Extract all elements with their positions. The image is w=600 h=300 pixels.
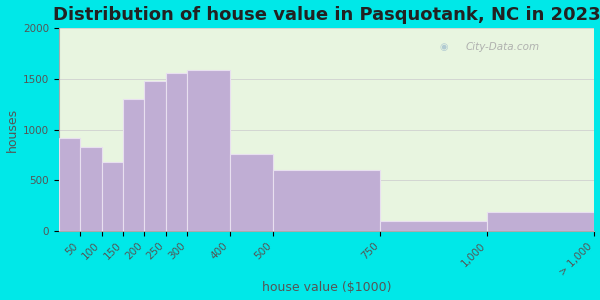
Bar xyxy=(80,147,101,231)
Bar xyxy=(230,154,273,231)
Bar xyxy=(145,81,166,231)
Bar xyxy=(101,162,123,231)
Bar xyxy=(380,221,487,231)
Bar xyxy=(273,170,380,231)
Bar xyxy=(166,73,187,231)
X-axis label: house value ($1000): house value ($1000) xyxy=(262,281,391,294)
Bar xyxy=(59,138,80,231)
Bar xyxy=(487,212,595,231)
Title: Distribution of house value in Pasquotank, NC in 2023: Distribution of house value in Pasquotan… xyxy=(53,6,600,24)
Bar xyxy=(187,70,230,231)
Bar xyxy=(123,99,145,231)
Y-axis label: houses: houses xyxy=(5,107,19,152)
Text: ◉: ◉ xyxy=(439,42,448,52)
Text: City-Data.com: City-Data.com xyxy=(466,42,540,52)
